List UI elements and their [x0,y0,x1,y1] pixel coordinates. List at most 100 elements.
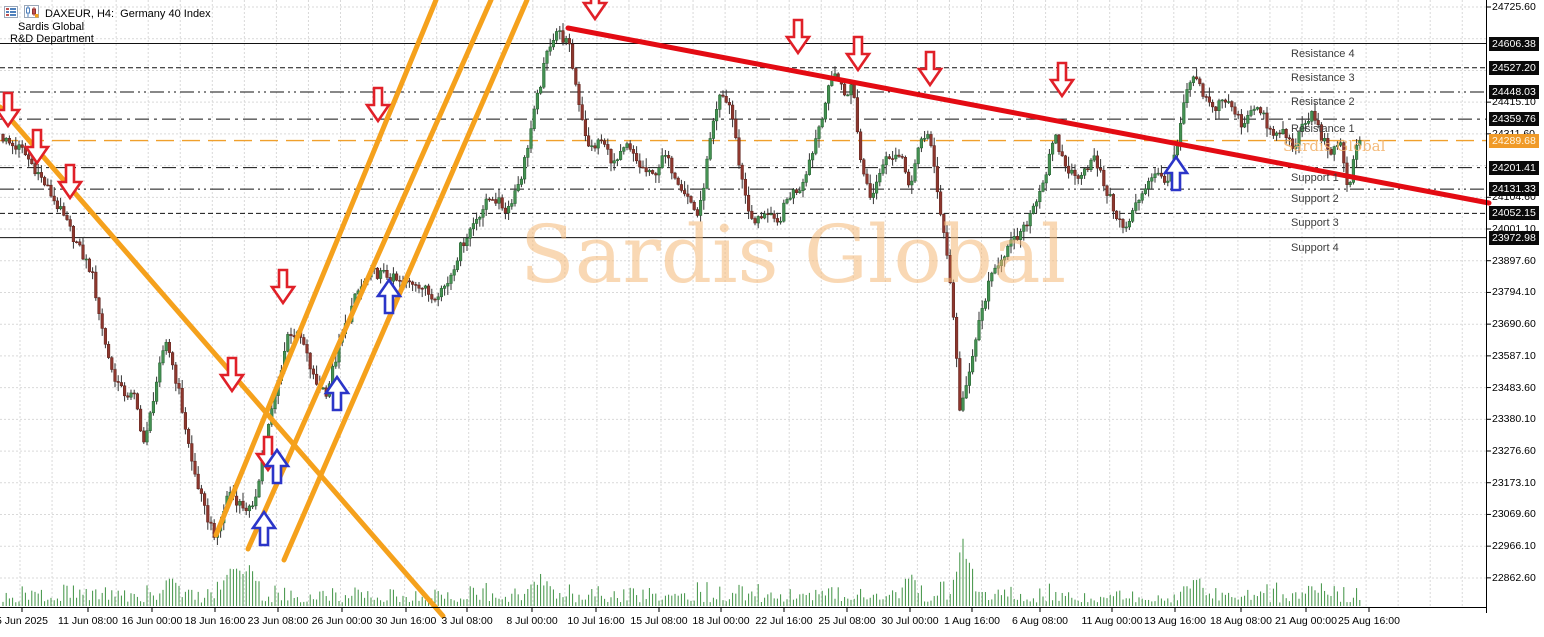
candle-bear [43,177,47,186]
buy-arrow-icon [323,374,351,412]
candle-bull [715,109,719,122]
candle-bear [407,280,411,283]
candle-bear [1102,169,1106,187]
candle-bull [1281,129,1285,135]
candle-bull [1255,107,1259,110]
time-tick-label: 11 Jun 08:00 [58,615,118,627]
candle-bull [151,401,155,414]
candle-bull [1355,145,1359,160]
candle-bear [679,184,683,191]
candle-bull [615,159,619,162]
price-badge: 24052.15 [1489,206,1539,221]
candle-bear [1067,165,1071,174]
candle-bull [523,157,527,180]
candle-bull [1019,231,1023,240]
candle-bull [1185,89,1189,103]
candle-bear [203,493,207,506]
time-tick-label: 25 Jul 08:00 [818,615,876,627]
candle-bear [62,206,66,216]
candle-bear [39,172,43,178]
candle-bear [743,178,747,196]
candle-bull [1339,142,1343,146]
time-tick-label: 25 Aug 16:00 [1338,615,1400,627]
candle-bull [1252,108,1256,111]
candle-bull [913,163,917,182]
buy-arrow-icon [1162,154,1190,192]
sell-arrow-icon [269,268,297,306]
sell-arrow-icon [844,35,872,73]
candle-bull [1147,180,1151,190]
candle-bear [1291,138,1295,149]
candle-bull [1153,173,1157,178]
candle-bear [689,196,693,203]
time-tick-label: 1 Aug 16:00 [943,615,1001,627]
candle-bull [657,167,661,176]
candle-bear [75,241,79,243]
candle-bull [964,385,968,399]
candle-bull [1249,110,1253,116]
sr-label-resistance-3: Resistance 3 [1291,71,1355,84]
candle-bull [564,38,568,43]
candle-bull [161,350,165,364]
candle-bull [961,397,965,411]
candle-bull [1140,193,1144,201]
candle-bear [740,164,744,180]
candle-bull [1079,174,1083,179]
candle-bull [481,209,485,218]
candle-bull [1092,155,1096,161]
candle-bull [539,86,543,94]
candle-bull [663,155,667,157]
candle-bull [919,138,923,149]
candle-bear [1121,219,1125,228]
price-tick-label: 23897.60 [1492,254,1536,267]
candle-bull [705,158,709,189]
candle-bear [1259,107,1263,114]
candle-bull [820,118,824,128]
candle-bear [1268,127,1272,130]
time-tick-label: 5 Jun 2025 [0,615,48,627]
candle-bear [1214,106,1218,111]
candle-bull [1303,123,1307,125]
candle-bear [33,163,37,175]
candle-bull [59,206,63,210]
candle-bear [1236,113,1240,116]
candle-bear [1230,101,1234,108]
candle-bull [1150,177,1154,182]
candle-bear [171,352,175,366]
candle-bull [811,153,815,161]
candle-bull [1358,140,1362,146]
candle-bear [142,430,146,443]
candle-bear [135,393,139,410]
candle-bear [609,149,613,164]
time-tick-label: 16 Jun 00:00 [121,615,183,627]
candle-bull [379,270,383,279]
candle-bear [55,200,59,210]
candle-bull [814,138,818,154]
candle-bull [84,258,88,261]
candle-bull [1137,199,1141,204]
candle-bear [561,30,565,43]
candle-bull [804,174,808,183]
candle-bear [1319,124,1323,142]
candle-bull [699,200,703,216]
candle-bear [11,142,15,147]
time-tick-label: 13 Aug 16:00 [1144,615,1206,627]
candle-bull [158,362,162,383]
candle-bull [827,85,831,104]
candle-bear [1063,155,1067,167]
candle-bull [894,154,898,160]
time-tick-label: 22 Jul 16:00 [755,615,813,627]
candle-bear [676,177,680,185]
candle-bear [651,170,655,174]
candle-bear [644,167,648,173]
candle-bull [983,300,987,309]
candle-bear [68,219,72,227]
candle-bull [884,156,888,166]
candle-bear [958,358,962,411]
price-tick-label: 23794.10 [1492,286,1536,299]
candle-bull [1054,134,1058,144]
candle-bear [7,137,11,144]
candle-bull [391,273,395,282]
